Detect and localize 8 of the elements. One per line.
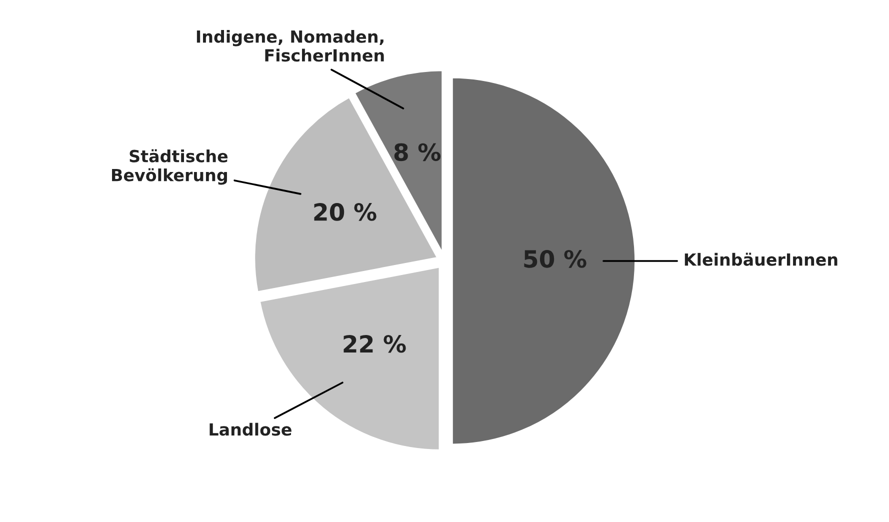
slice-label: KleinbäuerInnen xyxy=(684,252,838,266)
data-label: 50 % xyxy=(524,250,586,268)
data-label: 8 % xyxy=(394,143,440,162)
data-label: 20 % xyxy=(314,203,376,221)
slice-label: Städtische Bevölkerung xyxy=(112,149,228,185)
slice-label: Landlose xyxy=(210,422,292,436)
slice-label: Indigene, Nomaden, FischerInnen xyxy=(196,30,384,62)
data-label: 22 % xyxy=(344,334,406,353)
